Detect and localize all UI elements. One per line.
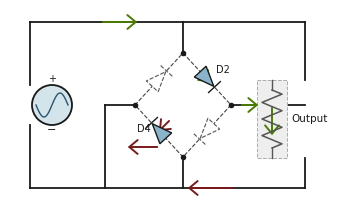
Polygon shape [146,72,166,92]
Polygon shape [195,66,214,86]
Text: Output: Output [291,114,327,124]
Circle shape [32,85,72,125]
FancyBboxPatch shape [257,80,287,158]
Text: −: − [47,125,57,135]
Polygon shape [200,118,220,138]
Text: D4: D4 [137,124,151,134]
Text: D2: D2 [216,65,230,75]
Polygon shape [152,124,172,144]
Text: +: + [48,74,56,84]
